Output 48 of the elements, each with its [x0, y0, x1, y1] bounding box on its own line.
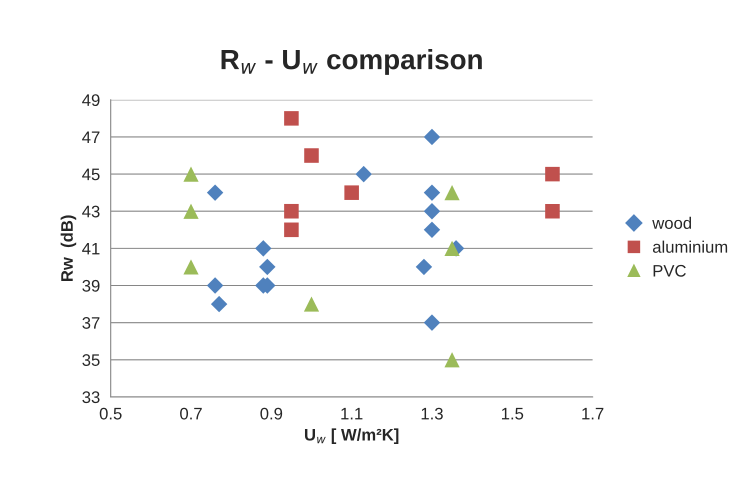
- legend-label: PVC: [654, 264, 686, 277]
- y-tick-label: 43: [82, 206, 100, 218]
- point: [545, 204, 560, 219]
- point: [206, 277, 224, 294]
- chart-title: R$_{w}$ - U$_{w}$ comparison: [222, 49, 482, 75]
- point: [304, 296, 320, 312]
- legend-label: wood: [652, 216, 692, 229]
- y-axis-title: Rw (dB): [60, 215, 76, 282]
- x-tick-label: 0.5: [100, 408, 122, 420]
- point: [284, 111, 299, 126]
- point: [210, 296, 228, 312]
- point: [444, 185, 460, 200]
- point: [183, 204, 199, 219]
- x-tick-label: 1.1: [341, 408, 362, 420]
- x-tick-label: 1.3: [422, 408, 443, 420]
- point: [424, 222, 440, 238]
- y-tick-label: 33: [82, 391, 100, 404]
- point: [355, 166, 372, 182]
- point: [424, 128, 440, 146]
- y-tick-label: 37: [82, 317, 100, 329]
- y-tick-label: 45: [82, 168, 100, 180]
- y-tick-label: 41: [82, 242, 100, 254]
- point: [284, 204, 299, 219]
- x-axis-title: U$_{w}$ [ W/m²K]: [304, 428, 398, 444]
- point: [206, 184, 224, 201]
- x-tick-label: 0.9: [260, 408, 282, 420]
- point: [424, 203, 440, 220]
- point: [304, 148, 319, 163]
- y-tick-label: 49: [82, 94, 100, 106]
- y-tick-label: 47: [82, 132, 100, 144]
- point: [444, 352, 460, 368]
- y-tick-label: 39: [82, 280, 100, 292]
- point: [259, 258, 276, 276]
- point: [424, 314, 440, 331]
- point: [284, 222, 299, 238]
- legend-label: aluminium: [652, 240, 728, 253]
- point: [344, 185, 359, 200]
- x-tick-label: 0.7: [180, 408, 202, 420]
- point: [444, 240, 460, 256]
- x-tick-label: 1.5: [502, 408, 524, 420]
- point: [255, 240, 272, 257]
- x-tick-label: 1.7: [582, 408, 604, 420]
- point: [424, 184, 440, 201]
- point: [416, 258, 432, 276]
- point: [183, 259, 199, 275]
- y-tick-label: 35: [82, 354, 100, 366]
- point: [183, 166, 199, 182]
- point: [545, 166, 560, 182]
